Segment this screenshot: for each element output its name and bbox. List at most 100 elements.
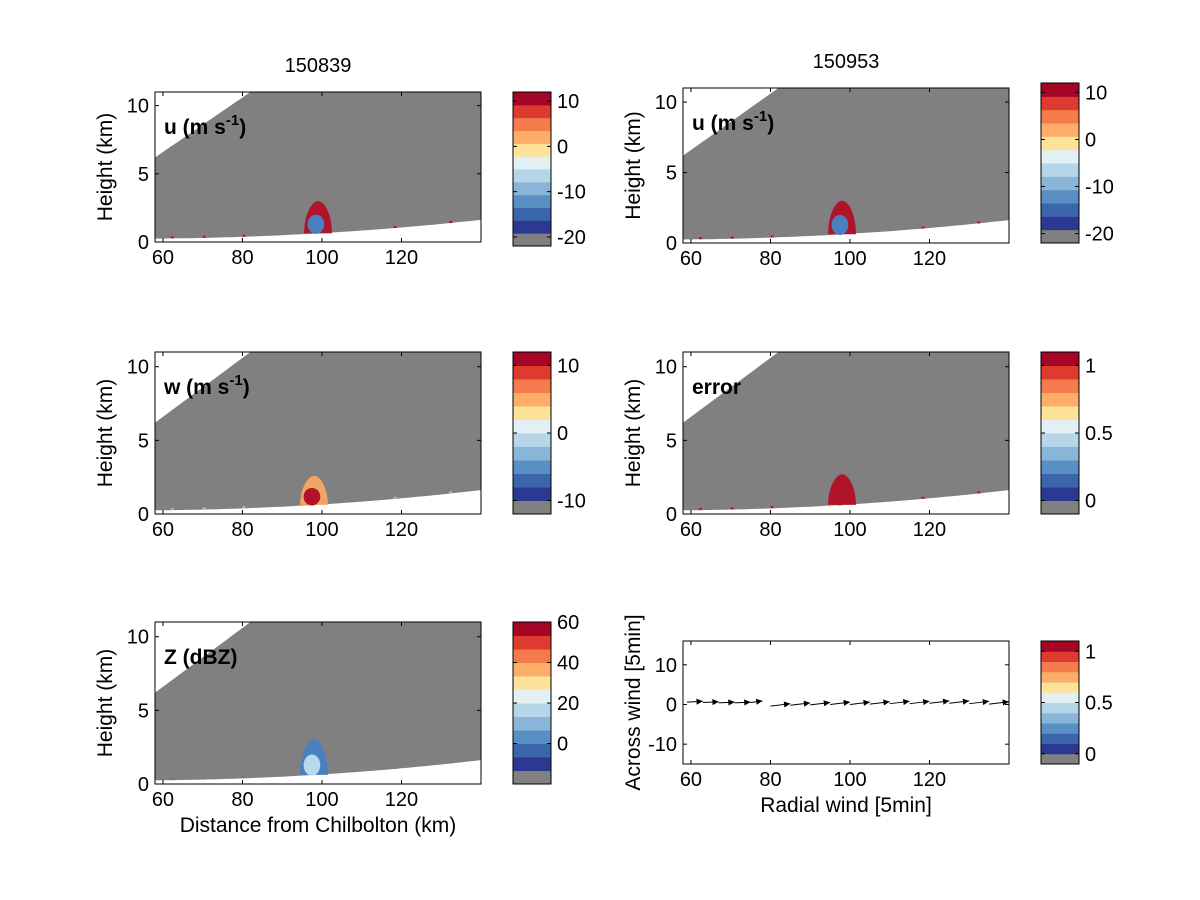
panel-label-end: ) xyxy=(243,376,250,399)
wind-arrow-head xyxy=(783,701,791,708)
scan-region xyxy=(155,622,481,781)
y-axis-label: Height (km) xyxy=(622,111,645,220)
colorbar-band xyxy=(513,419,551,434)
colorbar-tick-label: 1 xyxy=(1085,356,1096,378)
colorbar-band xyxy=(513,689,551,704)
x-tick-label: 120 xyxy=(385,519,418,541)
speckle xyxy=(770,235,774,238)
colorbar-band xyxy=(513,757,551,771)
x-tick-label: 80 xyxy=(759,769,781,791)
colorbar-band xyxy=(1041,419,1079,434)
colorbar-band xyxy=(1041,692,1079,703)
x-tick-label: 100 xyxy=(305,247,338,269)
x-tick-label: 120 xyxy=(385,247,418,269)
x-tick-label: 120 xyxy=(385,789,418,811)
colorbar-band xyxy=(1041,753,1079,765)
plot-area xyxy=(683,88,1009,240)
panel-title: 150839 xyxy=(285,55,352,77)
colorbar-band xyxy=(513,379,551,393)
x-tick-label: 100 xyxy=(305,789,338,811)
colorbar-band xyxy=(513,156,551,170)
panel-label-text: w (m s xyxy=(163,376,229,399)
colorbar-band xyxy=(513,406,551,420)
plot-area xyxy=(155,92,481,239)
speckle xyxy=(449,221,453,224)
x-axis-label: Distance from Chilbolton (km) xyxy=(180,814,457,837)
wind-arrow-head xyxy=(883,699,890,706)
y-axis-label: Across wind [5min] xyxy=(622,614,645,790)
colorbar-band xyxy=(513,92,551,106)
colorbar-tick-label: 10 xyxy=(557,91,579,113)
colorbar-band xyxy=(1041,473,1079,488)
colorbar-band xyxy=(1041,163,1079,177)
panel-label: Z (dBZ) xyxy=(164,646,237,669)
speckle xyxy=(393,496,397,499)
speckle xyxy=(202,507,206,510)
panel-z_150839: 60 80 100 120 0 5 10 Height (km) Distance from C… xyxy=(94,612,579,837)
speckle xyxy=(449,761,453,764)
colorbar-band xyxy=(1041,682,1079,693)
colorbar-band xyxy=(513,622,551,636)
axes-frame xyxy=(154,351,482,515)
axes-frame xyxy=(682,87,1010,244)
colorbar-band xyxy=(513,460,551,474)
x-tick-label: 60 xyxy=(680,248,702,270)
colorbar-band xyxy=(513,743,551,758)
colorbar-band xyxy=(1041,379,1079,393)
speckle xyxy=(977,221,981,224)
speckle xyxy=(242,234,246,237)
colorbar-band xyxy=(1041,651,1079,662)
colorbar-band xyxy=(1041,661,1079,673)
y-tick-label: 0 xyxy=(666,233,677,255)
colorbar-tick-label: 10 xyxy=(557,356,579,378)
scan-region xyxy=(683,352,1009,511)
y-axis-label: Height (km) xyxy=(94,113,117,222)
plot-area xyxy=(155,352,481,511)
colorbar-band xyxy=(513,716,551,731)
wind-arrow-head xyxy=(922,699,930,706)
speckle xyxy=(730,507,734,510)
wind-arrow-head xyxy=(982,699,990,706)
y-tick-label: 10 xyxy=(127,357,149,379)
panel-label: u (m s-1) xyxy=(692,108,774,135)
colorbar-band xyxy=(513,194,551,208)
x-tick-label: 60 xyxy=(680,519,702,541)
panel-label: error xyxy=(692,376,741,399)
cell-core xyxy=(831,214,849,235)
colorbar-band xyxy=(513,662,551,677)
colorbar-band xyxy=(513,730,551,744)
speckle xyxy=(698,237,702,240)
cell-core xyxy=(303,487,321,506)
colorbar-band xyxy=(1041,743,1079,755)
panel-label-sup: -1 xyxy=(754,108,767,125)
x-tick-label: 80 xyxy=(759,248,781,270)
x-tick-label: 80 xyxy=(231,519,253,541)
colorbar-band xyxy=(513,649,551,663)
colorbar-band xyxy=(513,703,551,717)
colorbar-band xyxy=(1041,487,1079,501)
colorbar-band xyxy=(1041,641,1079,652)
wind-arrow-head xyxy=(942,698,950,705)
cell-core xyxy=(307,214,325,234)
y-tick-label: -10 xyxy=(648,734,677,756)
x-tick-label: 60 xyxy=(152,247,174,269)
colorbar-band xyxy=(1041,176,1079,191)
colorbar-band xyxy=(513,676,551,690)
x-tick-label: 60 xyxy=(152,789,174,811)
colorbar-band xyxy=(513,487,551,501)
colorbar-band xyxy=(513,352,551,366)
axes-frame xyxy=(154,621,482,785)
x-tick-label: 60 xyxy=(680,769,702,791)
colorbar-tick-label: 0 xyxy=(557,423,568,445)
panel-label: w (m s-1) xyxy=(163,372,250,399)
colorbar-band xyxy=(513,473,551,488)
y-axis-label: Height (km) xyxy=(622,379,645,488)
y-tick-label: 0 xyxy=(138,774,149,796)
speckle xyxy=(202,235,206,238)
colorbar-tick-label: 20 xyxy=(557,693,579,715)
colorbar-band xyxy=(1041,365,1079,380)
y-tick-label: 10 xyxy=(655,655,677,677)
y-tick-label: 10 xyxy=(655,92,677,114)
y-axis-label: Height (km) xyxy=(94,649,117,758)
